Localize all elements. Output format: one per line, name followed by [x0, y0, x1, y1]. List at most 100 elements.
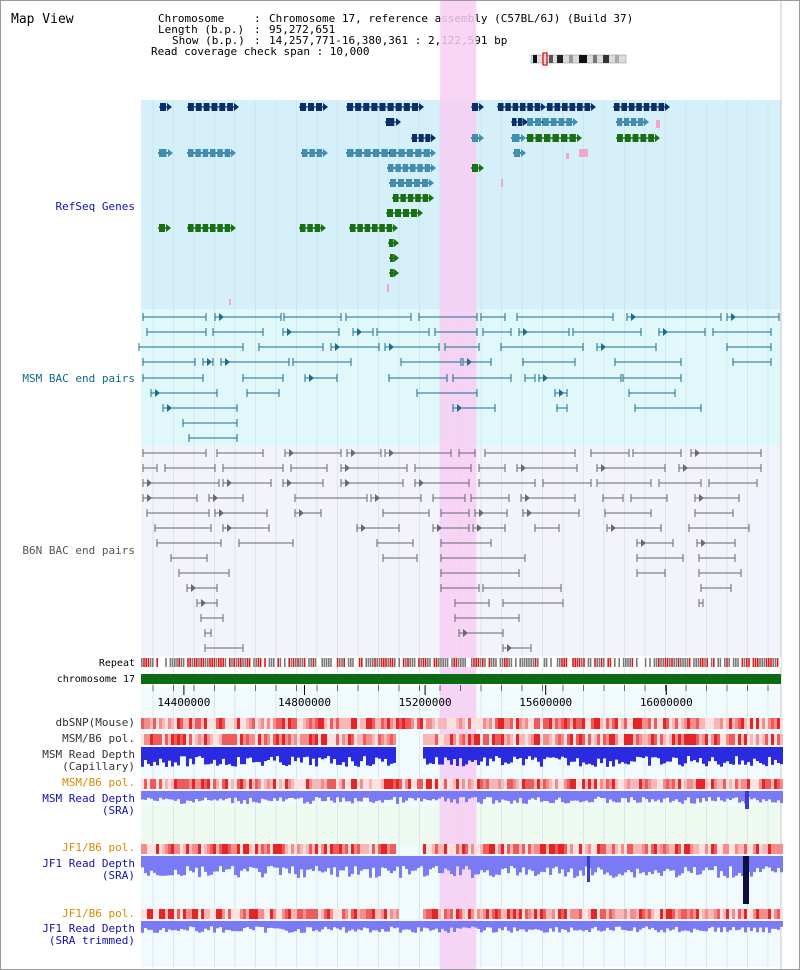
msm-cap-depth-bar [333, 747, 336, 760]
repeat-mark [356, 658, 359, 667]
msm-pol-2-cell [525, 779, 528, 789]
jf1-pol-cell [513, 844, 516, 854]
dbsnp-cell [591, 718, 594, 729]
jf1-sra-depth-bar [471, 856, 474, 878]
repeat-mark [383, 658, 385, 667]
msm-pair-arrow [559, 389, 564, 397]
jf1-sra-depth-bar [258, 856, 261, 872]
dbsnp-cell [216, 718, 219, 729]
dbsnp-cell [300, 718, 303, 729]
jf1-trim-depth-bar [600, 921, 603, 932]
b6n-pair-arrow [227, 524, 232, 532]
msm-cap-depth-bar [261, 747, 264, 766]
dbsnp-cell [573, 718, 576, 729]
repeat-mark [763, 658, 766, 667]
jf1-sra-depth-bar [759, 856, 762, 873]
jf1-pol-2-cell [357, 909, 360, 919]
msm-pol-2-cell [156, 779, 159, 789]
msm-cap-depth-bar [759, 747, 762, 764]
jf1-sra-depth-bar [231, 856, 234, 866]
msm-sra-depth-bar [273, 791, 276, 799]
header-sep-show: : [254, 34, 261, 47]
jf1-pol-cell [753, 844, 756, 854]
msm-pol-2-cell [678, 779, 681, 789]
jf1-pol-cell [324, 844, 327, 854]
msm-pol-cell [321, 734, 324, 745]
jf1-sra-depth-bar [411, 856, 414, 871]
jf1-sra-depth-bar [222, 856, 225, 873]
jf1-trim-depth-bar [639, 921, 642, 930]
jf1-sra-depth-bar [552, 856, 555, 869]
msm-pol-2-cell [324, 779, 327, 789]
jf1-sra-depth-bar [531, 856, 534, 871]
jf1-sra-depth-bar [516, 856, 519, 876]
jf1-pol-cell [189, 844, 192, 854]
refseq-genes-track[interactable] [158, 103, 670, 305]
msm-pol-cell [561, 734, 564, 745]
repeat-mark [398, 658, 400, 667]
jf1-pol-cell [387, 844, 390, 854]
repeat-mark [532, 658, 535, 667]
msm-sra-depth-bar [348, 791, 351, 802]
gene-exon [624, 134, 631, 142]
jf1-pol-cell [768, 844, 771, 854]
jf1-pol-2-cell [192, 909, 195, 919]
jf1-pol-cell [609, 844, 612, 854]
msm-sra-depth-bar [147, 791, 150, 798]
jf1-trim-depth-bar [435, 921, 438, 929]
msm-cap-depth-bar [579, 747, 582, 767]
dbsnp-cell [519, 718, 522, 729]
jf1-pol-2-cell [630, 909, 633, 919]
jf1-pol-cell [771, 844, 774, 854]
msm-pol-cell [774, 734, 777, 745]
msm-bac-pairs-track[interactable] [138, 313, 780, 442]
heat-tracks[interactable] [141, 718, 783, 933]
jf1-sra-depth-bar [144, 856, 147, 874]
msm-pol-cell [177, 734, 180, 745]
jf1-trim-depth-bar [312, 921, 315, 932]
repeat-mark [343, 658, 345, 667]
msm-pol-cell [522, 734, 525, 745]
msm-pol-cell [372, 734, 375, 745]
chromosome-ideogram[interactable] [530, 52, 627, 66]
msm-sra-depth-bar [387, 791, 390, 801]
jf1-pol-2-cell [483, 909, 486, 919]
b6n-bac-pairs-track[interactable] [142, 449, 762, 652]
repeat-mark [385, 658, 387, 667]
jf1-sra-depth-bar [699, 856, 702, 875]
msm-pol-2-cell [708, 779, 711, 789]
msm-pol-cell [495, 734, 498, 745]
jf1-pol-cell [711, 844, 714, 854]
jf1-trim-depth-bar [657, 921, 660, 933]
msm-cap-depth-bar [309, 747, 312, 766]
repeat-track[interactable] [141, 658, 781, 667]
repeat-mark [323, 658, 326, 667]
msm-pair-arrow [601, 343, 606, 351]
msm-cap-depth-bar [183, 747, 186, 757]
dbsnp-cell [384, 718, 387, 729]
label-dbsnp: dbSNP(Mouse) [56, 716, 135, 729]
jf1-pol-cell [678, 844, 681, 854]
msm-sra-depth-bar [219, 791, 222, 799]
msm-pol-2-cell [429, 779, 432, 789]
jf1-pol-2-cell [219, 909, 222, 919]
jf1-pol-cell [288, 844, 291, 854]
msm-cap-depth-bar [687, 747, 690, 757]
msm-pol-2-cell [594, 779, 597, 789]
jf1-trim-depth-bar [654, 921, 657, 931]
jf1-sra-depth-bar [600, 856, 603, 870]
msm-sra-depth-bar [756, 791, 759, 801]
msm-pol-2-cell [249, 779, 252, 789]
header-value-length: 95,272,651 [269, 23, 335, 36]
msm-cap-depth-bar [162, 747, 165, 763]
msm-pol-2-cell [213, 779, 216, 789]
gene-exon [159, 224, 165, 232]
msm-pol-cell [654, 734, 657, 745]
msm-sra-depth-bar [474, 791, 477, 798]
jf1-pol-cell [246, 844, 249, 854]
msm-pol-2-cell [321, 779, 324, 789]
label-msm-cap-2: (Capillary) [62, 760, 135, 773]
msm-pol-2-cell [453, 779, 456, 789]
repeat-mark [226, 658, 229, 667]
gene-strand-arrow [231, 149, 236, 157]
